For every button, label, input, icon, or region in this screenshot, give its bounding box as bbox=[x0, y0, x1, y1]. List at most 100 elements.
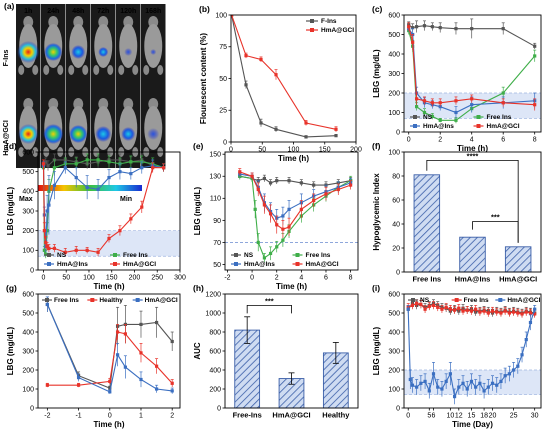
data-point bbox=[533, 54, 537, 58]
x-tick-label: 12 bbox=[455, 413, 463, 420]
data-point bbox=[287, 179, 291, 183]
data-point bbox=[63, 250, 67, 254]
y-axis-label: Flourescent content (%) bbox=[199, 33, 208, 124]
data-point bbox=[407, 25, 411, 29]
legend-label: Free Ins bbox=[306, 252, 331, 259]
x-tick-label: -2 bbox=[44, 413, 50, 420]
plot-area bbox=[407, 18, 537, 124]
data-point bbox=[41, 162, 46, 166]
series-free-ins bbox=[406, 299, 537, 318]
fluorescence-signal bbox=[147, 128, 160, 140]
data-point bbox=[46, 164, 50, 168]
series-line bbox=[46, 304, 173, 389]
y-axis-label: LBG (mg/dL) bbox=[193, 186, 202, 235]
data-point bbox=[244, 54, 248, 58]
data-point bbox=[256, 240, 260, 245]
fluorescence-signal bbox=[18, 124, 39, 144]
y-tick-label: 1000 bbox=[205, 310, 221, 317]
mouse-leg bbox=[57, 65, 64, 75]
plot-area bbox=[231, 15, 338, 139]
series-line bbox=[42, 163, 164, 253]
y-tick-label: 100 bbox=[215, 12, 227, 19]
data-point bbox=[495, 383, 499, 387]
mouse-leg bbox=[18, 65, 25, 75]
data-point bbox=[268, 251, 273, 256]
legend-marker bbox=[310, 19, 314, 23]
panel-label: (c) bbox=[372, 4, 383, 14]
data-point bbox=[336, 187, 340, 192]
y-tick-label: 500 bbox=[22, 310, 34, 317]
data-point bbox=[454, 110, 458, 115]
legend-label: NS bbox=[57, 252, 67, 259]
y-tick-label: 50 bbox=[213, 262, 221, 269]
legend-label: Free Ins bbox=[123, 252, 148, 259]
legend-marker bbox=[47, 262, 51, 266]
x-tick-label: -2 bbox=[224, 275, 230, 282]
x-axis-label: Time (Day) bbox=[452, 420, 493, 429]
data-point bbox=[52, 183, 56, 188]
y-tick-label: 80 bbox=[392, 173, 400, 180]
data-point bbox=[423, 379, 427, 383]
legend-label: NS bbox=[420, 297, 430, 304]
y-tick-label: 75 bbox=[219, 44, 227, 51]
y-tick-label: 0 bbox=[396, 269, 400, 276]
x-tick-label: 10 bbox=[446, 413, 454, 420]
data-point bbox=[253, 207, 257, 211]
data-point bbox=[334, 134, 338, 138]
category-label: Healthy bbox=[322, 411, 350, 420]
legend-marker bbox=[295, 262, 300, 266]
x-axis-label: Time (h) bbox=[94, 420, 125, 429]
data-point bbox=[45, 244, 49, 248]
x-tick-label: 0 bbox=[250, 275, 254, 282]
data-point bbox=[256, 187, 260, 192]
series-f-ins bbox=[231, 15, 338, 139]
category-label: Free-Ins bbox=[233, 411, 262, 420]
data-point bbox=[312, 198, 316, 203]
data-point bbox=[74, 162, 78, 166]
y-tick-label: 0 bbox=[223, 139, 227, 146]
y-tick-label: 100 bbox=[388, 386, 400, 393]
data-point bbox=[140, 166, 144, 170]
y-tick-label: 200 bbox=[388, 90, 400, 97]
mouse-leg bbox=[157, 65, 164, 75]
y-tick-label: 40 bbox=[392, 221, 400, 228]
x-tick-label: 20 bbox=[489, 413, 497, 420]
data-point bbox=[419, 381, 423, 385]
y-tick-label: 0 bbox=[30, 405, 34, 412]
y-tick-label: 0 bbox=[396, 405, 400, 412]
data-point bbox=[259, 121, 263, 125]
data-point bbox=[499, 311, 503, 315]
chart-e: 50 70 90 110 130 150 -2 0 2 4 6 8 Time (h) LBG (mg/dL… bbox=[193, 141, 359, 291]
plot-frame bbox=[224, 151, 359, 271]
data-point bbox=[281, 238, 285, 242]
data-point bbox=[415, 301, 419, 306]
legend-marker bbox=[310, 28, 314, 32]
data-point bbox=[170, 339, 174, 344]
series-line bbox=[408, 26, 535, 106]
data-point bbox=[170, 389, 174, 393]
data-point bbox=[154, 364, 159, 368]
data-point bbox=[499, 379, 503, 383]
data-point bbox=[107, 236, 111, 241]
series-line bbox=[47, 331, 173, 386]
legend-marker bbox=[47, 253, 51, 257]
x-tick-label: 2 bbox=[170, 413, 174, 420]
x-tick-label: 1 bbox=[139, 413, 143, 420]
data-point bbox=[410, 303, 415, 307]
chart-f: Free Ins HmA@Ins HmA@GCI*******02040608010… bbox=[372, 141, 542, 284]
data-point bbox=[118, 170, 122, 174]
x-tick-label: 50 bbox=[62, 275, 70, 282]
x-axis-label: Time (h) bbox=[276, 282, 307, 291]
data-point bbox=[349, 183, 353, 187]
data-point bbox=[281, 214, 285, 218]
series-hma-gci bbox=[231, 15, 338, 132]
data-point bbox=[470, 97, 474, 101]
x-tick-label: 0 bbox=[108, 413, 112, 420]
fluorescence-signal bbox=[17, 41, 40, 63]
data-point bbox=[44, 252, 48, 256]
legend-marker bbox=[234, 253, 238, 257]
x-tick-label: 150 bbox=[106, 275, 118, 282]
significance-label: *** bbox=[265, 296, 274, 305]
data-point bbox=[139, 322, 143, 326]
